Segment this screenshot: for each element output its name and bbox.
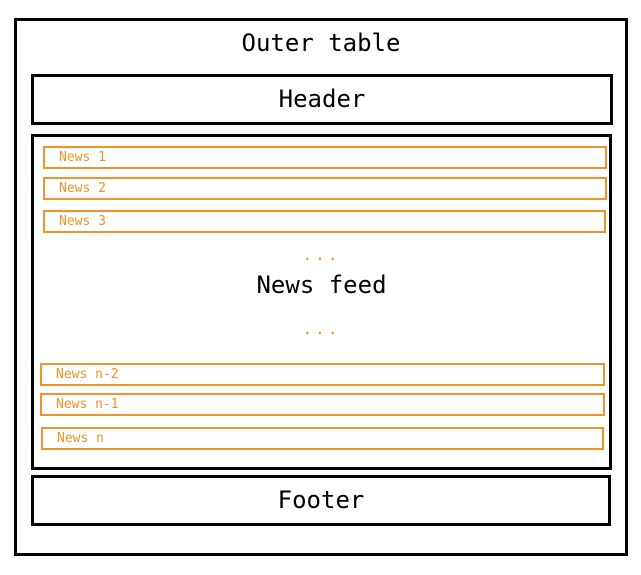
news-item-1: News 1 <box>43 146 607 169</box>
header-box: Header <box>31 74 613 125</box>
outer-table: Outer table Header News 1 News 2 News 3 … <box>14 18 628 556</box>
news-item-n: News n <box>41 427 604 450</box>
news-item-n-1: News n-1 <box>40 393 605 416</box>
news-feed-box: News 1 News 2 News 3 ... News feed ... N… <box>31 134 612 470</box>
news-item-n-2: News n-2 <box>40 363 605 386</box>
outer-table-title: Outer table <box>241 29 401 57</box>
news-item-2: News 2 <box>43 177 607 200</box>
footer-box: Footer <box>31 475 611 526</box>
news-item-3: News 3 <box>43 210 606 233</box>
ellipsis-bottom: ... <box>302 319 341 338</box>
news-feed-label: News feed <box>256 271 387 299</box>
ellipsis-top: ... <box>302 245 341 264</box>
